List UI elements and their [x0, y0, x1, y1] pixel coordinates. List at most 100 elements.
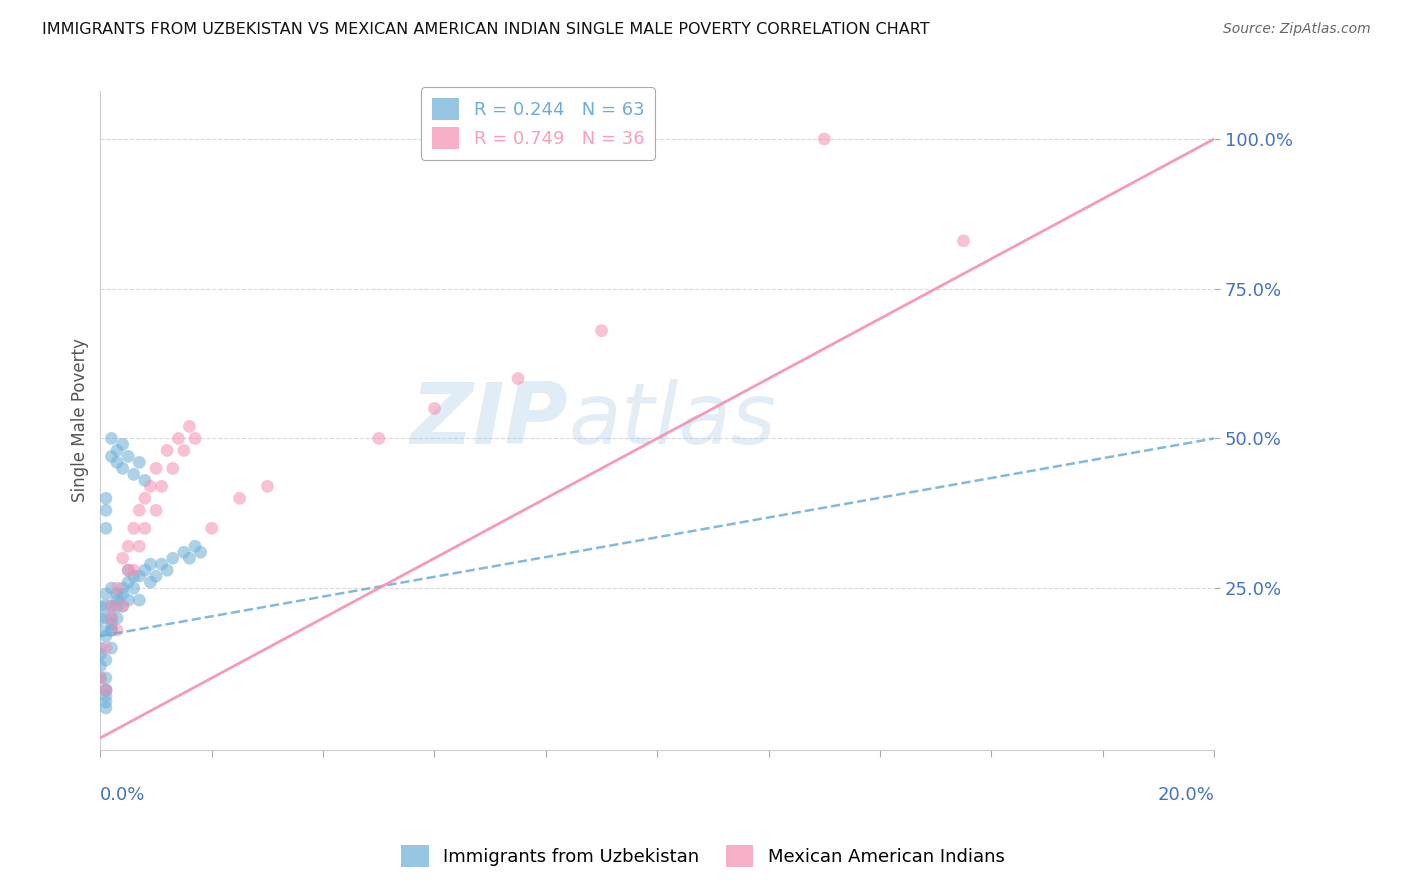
Point: [256, 479, 278, 493]
Point: [134, 521, 156, 535]
Legend: R = 0.244   N = 63, R = 0.749   N = 36: R = 0.244 N = 63, R = 0.749 N = 36: [422, 87, 655, 160]
Point: [423, 401, 446, 416]
Point: [100, 581, 122, 595]
Point: [111, 599, 134, 614]
Point: [100, 450, 122, 464]
Point: [111, 587, 134, 601]
Point: [134, 491, 156, 506]
Point: [94, 683, 117, 698]
Text: ZIP: ZIP: [411, 379, 568, 462]
Point: [89, 623, 111, 637]
Point: [111, 551, 134, 566]
Point: [162, 461, 184, 475]
Point: [94, 683, 117, 698]
Point: [128, 569, 150, 583]
Point: [100, 623, 122, 637]
Point: [150, 558, 173, 572]
Point: [94, 671, 117, 685]
Point: [100, 599, 122, 614]
Point: [105, 455, 128, 469]
Point: [94, 701, 117, 715]
Point: [145, 569, 167, 583]
Point: [184, 539, 207, 553]
Point: [162, 551, 184, 566]
Point: [105, 611, 128, 625]
Point: [184, 432, 207, 446]
Point: [111, 461, 134, 475]
Point: [94, 587, 117, 601]
Point: [111, 437, 134, 451]
Point: [139, 479, 162, 493]
Text: 20.0%: 20.0%: [1157, 786, 1215, 804]
Point: [190, 545, 212, 559]
Point: [156, 563, 179, 577]
Point: [128, 539, 150, 553]
Point: [105, 581, 128, 595]
Point: [105, 599, 128, 614]
Point: [128, 593, 150, 607]
Point: [94, 683, 117, 698]
Point: [128, 503, 150, 517]
Point: [100, 617, 122, 632]
Point: [105, 623, 128, 637]
Point: [128, 455, 150, 469]
Point: [111, 581, 134, 595]
Point: [150, 479, 173, 493]
Point: [122, 467, 145, 482]
Point: [100, 623, 122, 637]
Point: [105, 587, 128, 601]
Point: [179, 419, 201, 434]
Text: 0.0%: 0.0%: [100, 786, 146, 804]
Point: [506, 371, 529, 385]
Point: [117, 539, 139, 553]
Point: [94, 521, 117, 535]
Point: [105, 443, 128, 458]
Point: [89, 599, 111, 614]
Point: [94, 653, 117, 667]
Point: [94, 599, 117, 614]
Point: [94, 503, 117, 517]
Point: [139, 575, 162, 590]
Point: [139, 558, 162, 572]
Point: [134, 563, 156, 577]
Point: [145, 503, 167, 517]
Point: [591, 324, 613, 338]
Point: [156, 443, 179, 458]
Point: [117, 450, 139, 464]
Point: [122, 563, 145, 577]
Point: [813, 132, 835, 146]
Point: [94, 695, 117, 709]
Point: [94, 689, 117, 703]
Point: [117, 593, 139, 607]
Y-axis label: Single Male Poverty: Single Male Poverty: [72, 339, 89, 502]
Point: [94, 641, 117, 656]
Point: [145, 461, 167, 475]
Point: [94, 629, 117, 643]
Point: [122, 581, 145, 595]
Point: [100, 611, 122, 625]
Point: [105, 593, 128, 607]
Legend: Immigrants from Uzbekistan, Mexican American Indians: Immigrants from Uzbekistan, Mexican Amer…: [394, 838, 1012, 874]
Point: [122, 569, 145, 583]
Point: [201, 521, 224, 535]
Point: [94, 491, 117, 506]
Point: [179, 551, 201, 566]
Point: [173, 443, 195, 458]
Point: [89, 671, 111, 685]
Point: [100, 432, 122, 446]
Point: [89, 641, 111, 656]
Text: atlas: atlas: [568, 379, 776, 462]
Point: [100, 599, 122, 614]
Point: [952, 234, 974, 248]
Point: [228, 491, 250, 506]
Point: [117, 575, 139, 590]
Point: [367, 432, 389, 446]
Point: [122, 521, 145, 535]
Point: [89, 671, 111, 685]
Point: [117, 563, 139, 577]
Point: [117, 563, 139, 577]
Point: [89, 647, 111, 661]
Point: [173, 545, 195, 559]
Point: [94, 611, 117, 625]
Text: IMMIGRANTS FROM UZBEKISTAN VS MEXICAN AMERICAN INDIAN SINGLE MALE POVERTY CORREL: IMMIGRANTS FROM UZBEKISTAN VS MEXICAN AM…: [42, 22, 929, 37]
